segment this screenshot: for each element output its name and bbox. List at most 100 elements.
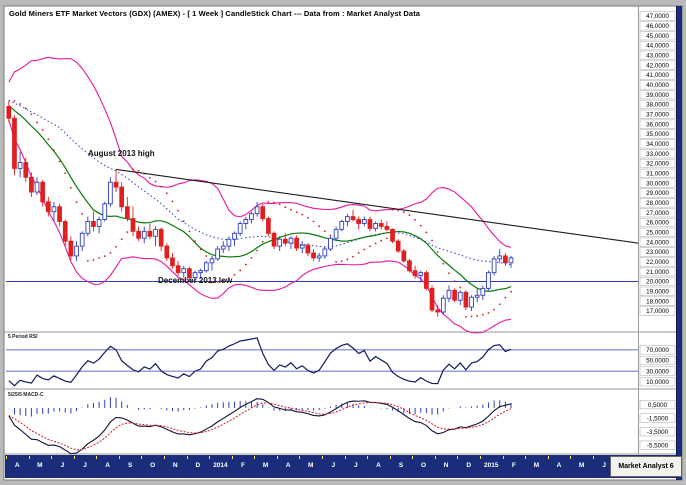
chart-title: Gold Miners ETF Market Vectors (GDX) (AM… — [9, 9, 421, 18]
time-axis-tick — [96, 456, 98, 459]
time-axis-label: N — [443, 462, 449, 469]
time-axis-tick — [299, 456, 301, 459]
time-axis-tick — [344, 456, 346, 459]
price-axis-label: 35,0000 — [646, 131, 669, 138]
time-axis-tick — [6, 456, 7, 459]
time-axis-tick — [141, 456, 143, 459]
time-axis-tick — [28, 456, 30, 459]
rsi-axis-label: 70,0000 — [646, 347, 669, 354]
time-axis-label: 2014 — [213, 462, 228, 469]
price-axis-label: 21,0000 — [646, 269, 669, 276]
time-axis-label: D — [195, 462, 201, 469]
time-axis-tick — [412, 456, 414, 459]
time-axis-tick — [525, 456, 527, 459]
price-axis-label: 27,0000 — [646, 210, 669, 217]
time-axis-label: F — [241, 462, 245, 469]
time-axis-label: M — [307, 462, 314, 469]
time-axis-label: S — [398, 462, 404, 469]
price-axis-label: 32,0000 — [646, 161, 669, 168]
vertical-scrollbar[interactable] — [676, 6, 682, 480]
price-axis-label: 31,0000 — [646, 171, 669, 178]
rsi-axis-label: 50,0000 — [646, 358, 669, 365]
time-axis-label: A — [285, 462, 291, 469]
price-axis-label: 33,0000 — [646, 151, 669, 158]
trendline — [115, 168, 639, 244]
macd-axis-label: -1,5000 — [647, 415, 669, 422]
price-axis-label: 44,0000 — [646, 43, 669, 50]
price-axis-label: 39,0000 — [646, 92, 669, 99]
time-axis-label: S — [127, 462, 133, 469]
macd-axis-label: -5,5000 — [647, 442, 669, 449]
time-axis-label: A — [376, 462, 381, 469]
time-axis-tick — [389, 456, 391, 459]
price-axis-label: 42,0000 — [646, 62, 669, 69]
time-axis-tick — [51, 456, 53, 459]
time-axis-label: J — [602, 462, 606, 469]
macd-axis-label: 0,5000 — [648, 402, 668, 409]
time-axis-label: A — [105, 462, 110, 469]
candlesticks — [6, 100, 514, 317]
time-axis-label: 2015 — [484, 462, 499, 469]
time-axis-tick — [73, 456, 75, 459]
time-axis-tick — [457, 456, 459, 459]
moving-averages — [8, 99, 512, 293]
macd-axis-label: -3,5000 — [647, 429, 669, 436]
price-axis-label: 46,0000 — [646, 23, 669, 30]
time-axis-label: N — [172, 462, 178, 469]
price-axis-label: 22,0000 — [646, 259, 669, 266]
price-axis-label: 20,0000 — [646, 279, 669, 286]
price-axis-label: 34,0000 — [646, 141, 669, 148]
time-axis-tick — [367, 456, 369, 459]
branding-label: Market Analyst 6 — [610, 456, 682, 477]
price-axis-label: 40,0000 — [646, 82, 669, 89]
price-axis-label: 26,0000 — [646, 220, 669, 227]
price-axis-label: 24,0000 — [646, 239, 669, 246]
price-axis-label: 36,0000 — [646, 121, 669, 128]
time-axis-label: M — [533, 462, 540, 469]
time-axis-label: J — [83, 462, 87, 469]
time-axis-bar[interactable]: AMJJASOND2014FMAMJJASOND2015FMAMJJ — [5, 455, 676, 478]
time-axis-label: A — [14, 462, 20, 469]
time-axis-label: M — [37, 462, 43, 469]
price-axis-label: 18,0000 — [646, 298, 669, 305]
rsi-panel — [6, 337, 638, 387]
time-axis-tick — [592, 456, 594, 459]
price-axis: 47,0000 46,0000 45,0000 44,0000 43,0000 42,00… — [639, 11, 676, 316]
time-axis-label: D — [466, 462, 472, 469]
time-axis-tick — [118, 456, 120, 459]
price-axis-label: 23,0000 — [646, 249, 669, 256]
time-axis-tick — [570, 456, 572, 459]
annotation-august-2013-high: August 2013 high — [88, 149, 155, 158]
time-axis-tick — [547, 456, 549, 459]
time-axis-label: J — [354, 462, 358, 469]
price-axis-label: 17,0000 — [646, 308, 669, 315]
rsi-axis: 70,0000 50,0000 30,0000 10,0000 — [639, 345, 676, 387]
rsi-axis-label: 30,0000 — [646, 368, 669, 375]
chart-frame — [3, 5, 683, 481]
time-axis-label: M — [578, 462, 585, 469]
time-axis-tick — [276, 456, 278, 459]
time-axis-tick — [186, 456, 188, 459]
price-axis-label: 28,0000 — [646, 200, 669, 207]
macd-panel-label: 5/25/5 MACD-C — [8, 392, 44, 398]
time-axis-tick — [502, 456, 504, 459]
time-axis-label: M — [262, 462, 269, 469]
price-axis-label: 19,0000 — [646, 289, 669, 296]
price-axis-label: 29,0000 — [646, 190, 669, 197]
time-axis-tick — [231, 456, 233, 459]
macd-panel — [8, 397, 512, 455]
time-axis-tick — [164, 456, 165, 459]
price-axis-label: 38,0000 — [646, 102, 669, 109]
rsi-panel-label: 5 Period RSI — [8, 334, 38, 340]
time-axis-tick — [434, 456, 436, 459]
time-axis-label: A — [556, 462, 562, 469]
time-axis-label: O — [150, 462, 156, 469]
price-axis-label: 45,0000 — [646, 33, 669, 40]
price-axis-label: 47,0000 — [646, 13, 669, 20]
time-axis-label: O — [421, 462, 427, 469]
time-axis-tick — [322, 456, 323, 459]
macd-axis: 0,5000 -1,5000 -3,5000 -5,5000 — [639, 400, 676, 450]
time-axis-tick — [254, 456, 256, 459]
